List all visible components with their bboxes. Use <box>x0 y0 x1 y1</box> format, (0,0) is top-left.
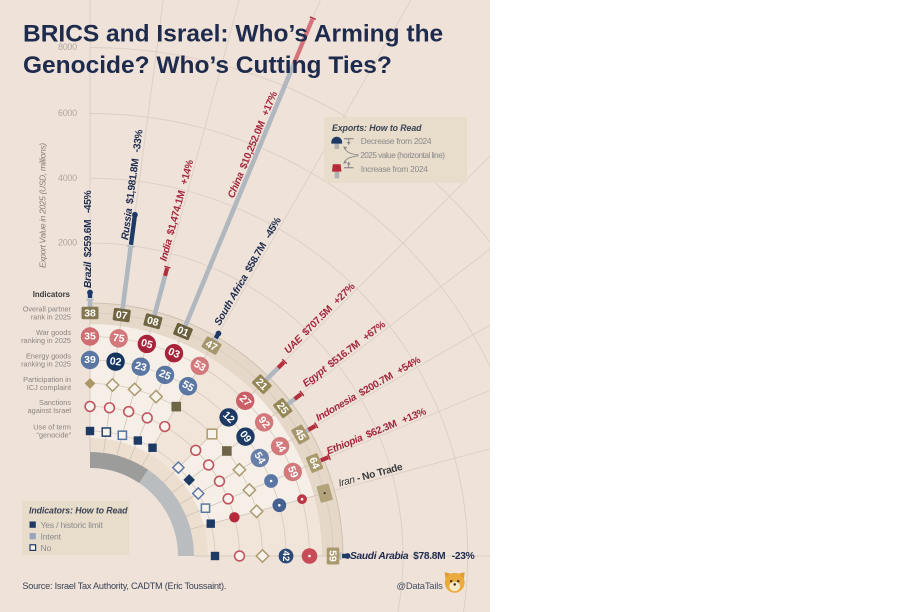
svg-text:against Israel: against Israel <box>28 406 72 415</box>
svg-text:No: No <box>41 543 52 553</box>
svg-text:Sanctions: Sanctions <box>39 398 71 407</box>
svg-text:01: 01 <box>175 325 190 340</box>
svg-text:Export Value in 2025 (USD, mil: Export Value in 2025 (USD, millions) <box>38 143 48 268</box>
svg-text:42: 42 <box>280 551 291 562</box>
svg-text:25: 25 <box>157 367 173 383</box>
svg-text:Indicators: How to Read: Indicators: How to Read <box>29 506 128 516</box>
svg-text:45: 45 <box>292 427 307 443</box>
svg-text:Brazil $259.6M -45%: Brazil $259.6M -45% <box>83 190 94 288</box>
svg-text:Increase from 2024: Increase from 2024 <box>361 164 428 174</box>
svg-text:54: 54 <box>251 450 267 466</box>
svg-text:35: 35 <box>84 331 96 343</box>
svg-text:BRICS and Israel: Who’s Arming: BRICS and Israel: Who’s Arming the <box>23 21 443 48</box>
svg-text:ranking in 2025: ranking in 2025 <box>21 359 71 368</box>
svg-text:2025 value (horizontal line): 2025 value (horizontal line) <box>360 151 445 160</box>
svg-text:6000: 6000 <box>58 108 77 118</box>
svg-text:03: 03 <box>166 346 182 362</box>
svg-text:59: 59 <box>327 550 338 562</box>
svg-text:44: 44 <box>272 438 288 454</box>
svg-text:2000: 2000 <box>58 238 77 248</box>
svg-text:75: 75 <box>112 332 125 345</box>
svg-text:07: 07 <box>115 310 128 322</box>
svg-text:02: 02 <box>109 355 122 368</box>
svg-text:05: 05 <box>140 337 155 352</box>
svg-text:Saudi Arabia $78.8M -23%: Saudi Arabia $78.8M -23% <box>350 551 475 562</box>
svg-text:rank in 2025: rank in 2025 <box>31 312 71 321</box>
svg-text:8000: 8000 <box>58 42 77 52</box>
svg-text:4000: 4000 <box>58 173 77 183</box>
svg-text:Intent: Intent <box>41 531 62 541</box>
svg-text:47: 47 <box>203 339 219 354</box>
svg-text:Energy goods: Energy goods <box>26 352 71 361</box>
svg-text:Indicators: Indicators <box>33 290 71 299</box>
svg-text:38: 38 <box>84 308 96 319</box>
svg-text:08: 08 <box>146 315 160 329</box>
svg-text:64: 64 <box>306 456 321 471</box>
svg-text:Genocide? Who’s Cutting Ties?: Genocide? Who’s Cutting Ties? <box>23 52 392 79</box>
svg-text:23: 23 <box>133 360 148 375</box>
svg-text:39: 39 <box>84 354 96 366</box>
svg-text:53: 53 <box>192 358 208 374</box>
svg-text:ICJ complaint: ICJ complaint <box>27 383 71 392</box>
svg-text:Use of term: Use of term <box>33 423 71 432</box>
svg-text:Participation in: Participation in <box>23 375 71 384</box>
svg-text:Source: Israel Tax Authority,: Source: Israel Tax Authority, CADTM (Eri… <box>22 581 226 591</box>
svg-text:ranking in 2025: ranking in 2025 <box>21 336 71 345</box>
svg-text:@DataTails: @DataTails <box>397 580 444 591</box>
svg-text:Overall partner: Overall partner <box>23 305 72 314</box>
svg-text:Decrease from 2024: Decrease from 2024 <box>361 136 432 146</box>
svg-text:Exports: How to Read: Exports: How to Read <box>332 123 422 133</box>
svg-text:55: 55 <box>180 378 196 394</box>
svg-text:Yes / historic limit: Yes / historic limit <box>41 520 104 530</box>
svg-text:War goods: War goods <box>36 328 71 337</box>
svg-text:59: 59 <box>285 464 301 480</box>
svg-text:“genocide”: “genocide” <box>37 430 72 439</box>
